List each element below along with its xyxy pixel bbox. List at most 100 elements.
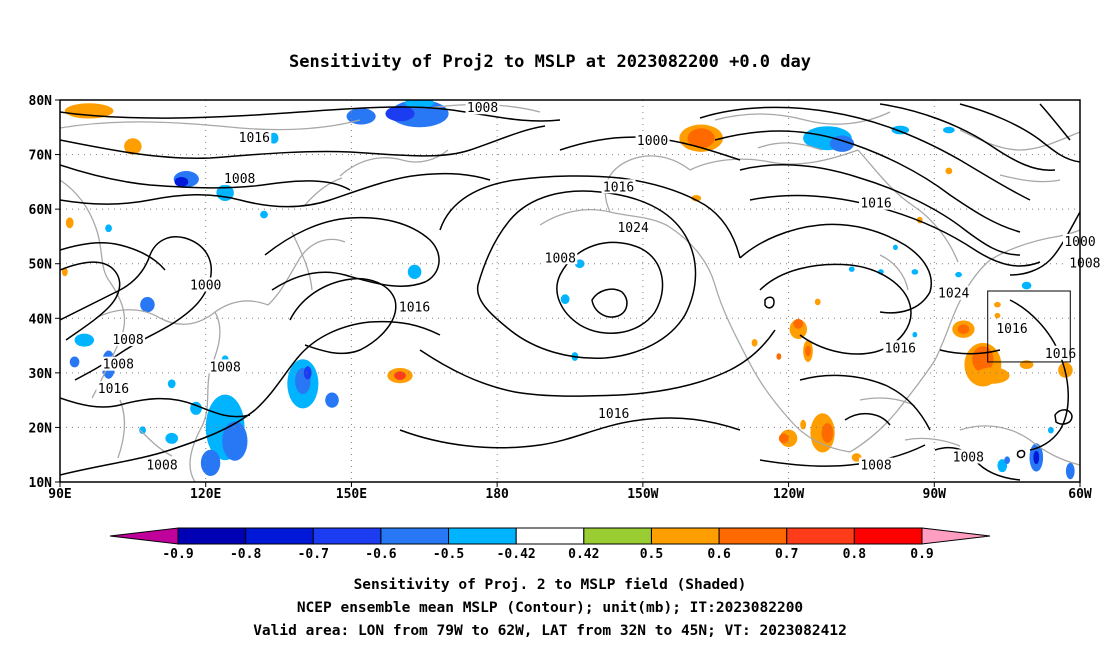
contour-label: 1024: [938, 287, 969, 302]
sensitivity-patch: [404, 100, 434, 109]
sensitivity-patch: [957, 324, 970, 335]
sensitivity-patch: [911, 269, 919, 275]
contour-label: 1008: [1069, 257, 1100, 272]
colorbar-segment: [650, 527, 720, 545]
colorbar: -0.9 -0.8 -0.7 -0.6 -0.5 -0.42 0.42 0.5 0.6 0.7 0.…: [109, 527, 991, 562]
sensitivity-patch: [165, 432, 179, 444]
x-tick-label: 60W: [1068, 487, 1092, 502]
contour-label-bg: [635, 132, 670, 147]
contour-label: 1016: [399, 300, 430, 315]
contour-label-bg: [208, 359, 243, 374]
contour-label-bg: [222, 171, 257, 186]
map-area: 1008 1000 1016 1008 1016 1016 1024 1008 1000 1016…: [59, 99, 1100, 483]
contour-label: 1008: [953, 450, 984, 465]
sensitivity-patch: [560, 294, 570, 305]
colorbar-label: -0.7: [298, 547, 329, 562]
mslp-contours: [60, 103, 1080, 481]
contour-label: 1024: [617, 221, 648, 236]
x-tick-label: 150E: [336, 487, 367, 502]
x-tick-label: 90W: [923, 487, 947, 502]
caption-line-2: NCEP ensemble mean MSLP (Contour); unit(…: [297, 600, 803, 616]
sensitivity-patch: [994, 301, 1001, 308]
axis-labels: 90E 120E 150E 180 150W 120W 90W 60W 10N 20N 30N 40N…: [29, 94, 1092, 502]
colorbar-label: 0.9: [910, 547, 933, 562]
contour-label-bg: [465, 100, 500, 115]
contour-label-bg: [1043, 345, 1078, 360]
sensitivity-patch: [975, 367, 1010, 384]
contour-label: 1016: [603, 180, 634, 195]
contour-label-bg: [601, 179, 636, 194]
contour-label-bg: [859, 457, 893, 472]
contour-label: 1008: [112, 333, 143, 348]
sensitivity-patch: [778, 433, 789, 444]
y-tick-label: 30N: [29, 367, 53, 382]
contour-label-bg: [543, 250, 578, 265]
contour-label-bg: [936, 285, 971, 300]
sensitivity-patch: [893, 244, 898, 251]
colorbar-min-arrow: [109, 527, 179, 545]
sensitivity-patch: [997, 459, 1008, 473]
sensitivity-patch: [407, 264, 422, 279]
sensitivity-patch: [174, 176, 189, 187]
contour-label-bg: [111, 332, 145, 347]
y-tick-label: 80N: [29, 94, 53, 109]
sensitivity-patch: [1065, 462, 1075, 480]
sensitivity-patch: [1004, 456, 1011, 464]
colorbar-label: 0.8: [843, 547, 867, 562]
colorbar-segment: [312, 527, 382, 545]
sensitivity-patch: [139, 426, 146, 434]
colorbar-label: -0.6: [365, 547, 396, 562]
colorbar-label: 0.6: [707, 547, 731, 562]
contour-label-bg: [145, 457, 179, 472]
sensitivity-patch: [140, 297, 155, 313]
sensitivity-shading: [61, 100, 1075, 480]
colorbar-segment: [245, 527, 314, 545]
caption-line-1: Sensitivity of Proj. 2 to MSLP field (Sh…: [354, 577, 747, 593]
contour-label: 1016: [1045, 347, 1076, 362]
x-tick-label: 150W: [627, 487, 658, 502]
x-tick-label: 120W: [773, 487, 804, 502]
contour-label-bg: [883, 340, 918, 355]
contour-label: 1016: [598, 407, 629, 422]
sensitivity-patch: [105, 224, 112, 233]
contour-label: 1008: [103, 358, 134, 373]
colorbar-max-arrow: [921, 527, 991, 545]
x-tick-label: 90E: [48, 487, 71, 502]
colorbar-label: -0.5: [433, 547, 464, 562]
colorbar-segment: [853, 527, 923, 545]
contour-label: 1008: [467, 101, 498, 116]
coastlines: [60, 103, 1080, 482]
contour-label-bg: [596, 405, 631, 420]
contour-labels: 1008 1000 1016 1008 1016 1016 1024 1008 1000 1016…: [96, 100, 1100, 474]
sensitivity-patch: [61, 267, 68, 277]
sensitivity-patch: [814, 298, 821, 306]
sensitivity-patch: [805, 345, 811, 357]
sensitivity-patch: [385, 106, 415, 122]
contour-label: 1008: [545, 251, 576, 266]
contour-label: 1016: [996, 322, 1027, 337]
colorbar-label: -0.8: [230, 547, 261, 562]
colorbar-segment: [718, 527, 788, 545]
valid-area-box: [987, 290, 1071, 363]
sensitivity-patch: [955, 271, 962, 278]
colorbar-segment: [515, 527, 585, 545]
y-tick-label: 40N: [29, 312, 53, 327]
sensitivity-patch: [945, 167, 953, 175]
sensitivity-patch: [1021, 281, 1032, 290]
colorbar-segment: [380, 527, 450, 545]
sensitivity-patch: [124, 138, 142, 155]
sensitivity-patch: [776, 353, 782, 360]
contour-label: 1016: [860, 197, 891, 212]
colorbar-segment: [177, 527, 247, 545]
contour-label-bg: [237, 130, 272, 145]
sensitivity-patch: [1047, 426, 1054, 434]
contour-label: 1008: [209, 360, 240, 375]
contour-label: 1008: [860, 459, 891, 474]
contour-label: 1016: [885, 341, 916, 356]
sensitivity-patch: [574, 259, 585, 269]
contour-label-bg: [951, 449, 986, 464]
sensitivity-patch: [994, 312, 1001, 319]
sensitivity-patch: [1019, 360, 1034, 370]
colorbar-segment: [583, 527, 652, 545]
